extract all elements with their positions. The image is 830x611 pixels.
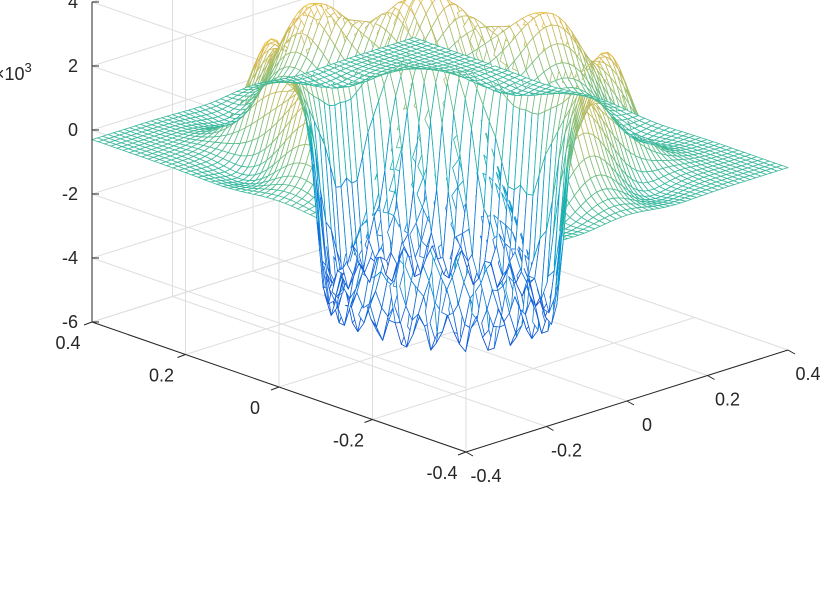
- x-tick-label: 0.2: [715, 390, 740, 410]
- y-tick: [270, 386, 280, 391]
- z-tick-label: -4: [62, 248, 78, 268]
- y-tick-label: -0.2: [333, 431, 364, 451]
- x-tick-label: -0.4: [470, 466, 501, 486]
- x-tick-label: -0.2: [551, 441, 582, 461]
- mesh-cell: [776, 164, 789, 170]
- grid-line: [172, 296, 547, 427]
- x-tick-label: 0.4: [795, 364, 820, 384]
- z-tick-label: 4: [68, 0, 78, 12]
- y-tick-label: 0.4: [55, 333, 80, 353]
- z-axis-exponent: ×103: [0, 60, 32, 84]
- x-tick: [787, 349, 796, 355]
- x-tick: [546, 426, 554, 431]
- x-tick-label: 0: [642, 415, 652, 435]
- y-tick: [364, 419, 373, 423]
- grid-line: [91, 257, 467, 389]
- y-tick-label: -0.4: [426, 463, 457, 483]
- z-tick-label: -2: [62, 184, 78, 204]
- y-tick: [83, 321, 93, 326]
- z-tick-label: 2: [68, 56, 78, 76]
- x-tick: [707, 375, 715, 380]
- y-tick-label: 0: [250, 398, 260, 418]
- y-tick: [177, 354, 186, 358]
- x-tick: [465, 451, 474, 457]
- grid-line: [91, 0, 303, 67]
- y-tick: [457, 451, 467, 456]
- y-tick-label: 0.2: [149, 366, 174, 386]
- z-tick-label: 0: [68, 120, 78, 140]
- z-tick-label: -6: [62, 312, 78, 332]
- x-tick: [626, 400, 635, 406]
- surface-mesh: [91, 0, 789, 352]
